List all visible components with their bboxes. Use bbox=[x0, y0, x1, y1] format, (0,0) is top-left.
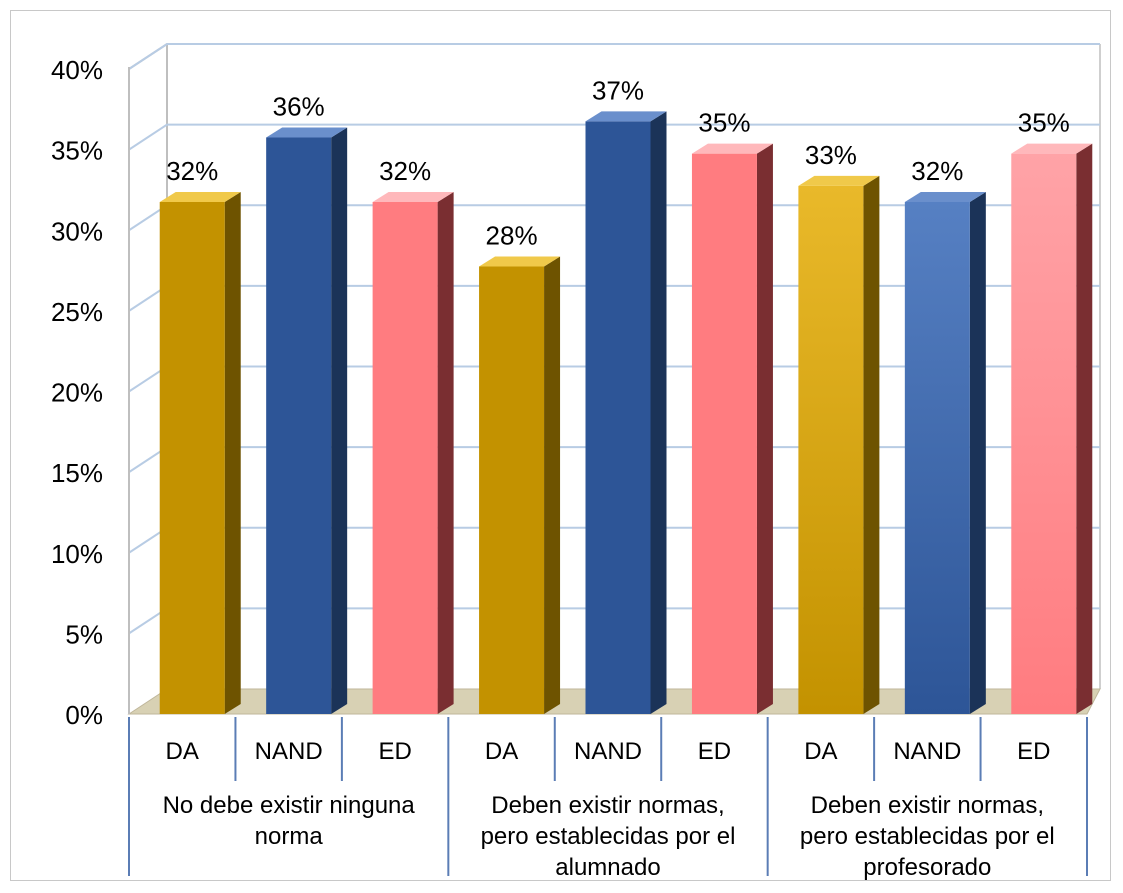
bar-nand bbox=[266, 137, 332, 714]
bar-side-ed bbox=[1076, 143, 1093, 714]
bar-top-da bbox=[479, 256, 561, 267]
y-tick-label: 15% bbox=[51, 458, 103, 488]
bar-da bbox=[798, 185, 864, 714]
bar-side-nand bbox=[650, 111, 667, 714]
bar-top-ed bbox=[691, 143, 773, 154]
bar-top-da bbox=[798, 175, 880, 186]
data-label: 28% bbox=[486, 221, 538, 251]
bar-side-da bbox=[863, 175, 880, 714]
group-label-line: profesorado bbox=[863, 854, 991, 881]
data-label: 36% bbox=[273, 92, 325, 122]
x-tick-label: DA bbox=[804, 738, 837, 765]
x-axis: DA NAND ED DA NAND ED DA NAND ED No debe existir … bbox=[128, 717, 1088, 881]
y-tick-label: 25% bbox=[51, 297, 103, 327]
wall-top-edge bbox=[128, 43, 1100, 70]
bar-side-nand bbox=[331, 127, 348, 714]
bar-nand bbox=[904, 202, 970, 714]
y-tick-label: 10% bbox=[51, 539, 103, 569]
bars bbox=[159, 111, 1093, 714]
bar-side-ed bbox=[437, 192, 454, 714]
x-tick-label: NAND bbox=[574, 738, 642, 765]
group-label-line: Deben existir normas, bbox=[491, 792, 724, 819]
bar-da bbox=[479, 266, 545, 714]
data-label: 33% bbox=[805, 140, 857, 170]
data-label: 32% bbox=[166, 156, 218, 186]
x-tick-label: NAND bbox=[893, 738, 961, 765]
bar-da bbox=[159, 202, 225, 714]
x-tick-label: ED bbox=[698, 738, 731, 765]
bar-ed bbox=[1011, 153, 1077, 714]
x-tick-label: NAND bbox=[255, 738, 323, 765]
data-label: 35% bbox=[698, 108, 750, 138]
data-label: 32% bbox=[911, 156, 963, 186]
y-tick-label: 20% bbox=[51, 378, 103, 408]
bar-top-nand bbox=[585, 111, 667, 122]
group-label-line: norma bbox=[255, 823, 324, 850]
bar-chart: 0% 5% 10% 15% 20% 25% 30% 35% 40% 32% 36% 32% 28% 37… bbox=[51, 43, 1101, 881]
bar-top-nand bbox=[904, 192, 986, 202]
bar-top-ed bbox=[1011, 143, 1093, 154]
x-tick-label: ED bbox=[1017, 738, 1050, 765]
x-tick-label: DA bbox=[485, 738, 518, 765]
group-label-line: pero establecidas por el bbox=[800, 823, 1055, 850]
y-tick-label: 40% bbox=[51, 55, 103, 85]
group-label-line: pero establecidas por el bbox=[481, 823, 736, 850]
y-tick-label: 35% bbox=[51, 136, 103, 166]
gridline bbox=[128, 123, 1100, 151]
bar-side-da bbox=[224, 192, 241, 714]
data-label: 37% bbox=[592, 75, 644, 105]
bar-side-ed bbox=[756, 143, 773, 714]
group-label-line: alumnado bbox=[555, 854, 660, 881]
bar-nand bbox=[585, 121, 651, 714]
bar-top-ed bbox=[372, 192, 454, 202]
data-label: 35% bbox=[1018, 108, 1070, 138]
y-tick-label: 5% bbox=[65, 619, 103, 649]
y-tick-label: 0% bbox=[65, 700, 103, 730]
data-labels: 32% 36% 32% 28% 37% 35% 33% 32% 35% bbox=[166, 75, 1070, 250]
bar-ed bbox=[691, 153, 757, 714]
bar-ed bbox=[372, 202, 438, 714]
bar-top-da bbox=[159, 192, 241, 202]
group-label-line: No debe existir ninguna bbox=[163, 792, 416, 819]
bar-side-nand bbox=[969, 192, 986, 714]
group-label-line: Deben existir normas, bbox=[811, 792, 1044, 819]
bar-top-nand bbox=[266, 127, 348, 138]
y-tick-label: 30% bbox=[51, 216, 103, 246]
y-axis-tick-labels: 0% 5% 10% 15% 20% 25% 30% 35% 40% bbox=[51, 55, 103, 730]
bar-side-da bbox=[544, 256, 561, 714]
gridline bbox=[128, 43, 1100, 70]
chart-frame: 0% 5% 10% 15% 20% 25% 30% 35% 40% 32% 36% 32% 28% 37… bbox=[10, 10, 1111, 881]
data-label: 32% bbox=[379, 156, 431, 186]
x-tick-label: ED bbox=[378, 738, 411, 765]
x-tick-label: DA bbox=[166, 738, 199, 765]
